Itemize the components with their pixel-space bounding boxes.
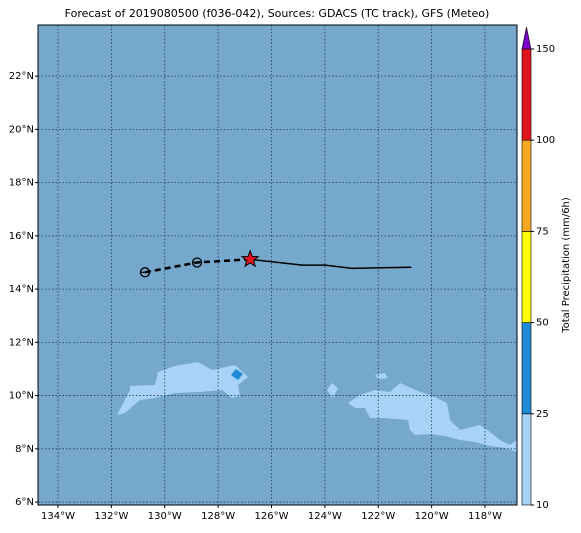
lon-tick-label: 132°W: [94, 511, 128, 522]
colorbar-tick-label: 25: [536, 409, 549, 420]
lon-tick-label: 126°W: [255, 511, 289, 522]
colorbar-bin: [521, 413, 532, 506]
colorbar-tick-label: 150: [536, 44, 555, 55]
precip-area: [375, 373, 388, 379]
lat-tick-label: 16°N: [9, 231, 34, 242]
colorbar-bin: [521, 231, 532, 323]
lon-tick-label: 124°W: [308, 511, 342, 522]
colorbar-tick-label: 75: [536, 226, 549, 237]
precip-area: [117, 362, 248, 415]
colorbar-tick-label: 10: [536, 500, 549, 511]
colorbar-bin: [521, 322, 532, 415]
colorbar-bin: [521, 139, 532, 232]
lon-tick-label: 130°W: [148, 511, 182, 522]
precip-area: [327, 383, 338, 398]
lon-tick-label: 134°W: [41, 511, 75, 522]
lat-tick-label: 18°N: [9, 178, 34, 189]
lon-tick-label: 122°W: [361, 511, 395, 522]
lat-tick-label: 22°N: [9, 71, 34, 82]
lat-tick-label: 12°N: [9, 337, 34, 348]
colorbar-label: Total Precipitation (mm/6h): [561, 197, 572, 334]
lat-tick-label: 8°N: [15, 444, 34, 455]
lon-tick-label: 120°W: [415, 511, 449, 522]
lat-tick-label: 10°N: [9, 391, 34, 402]
precipitation: [117, 362, 517, 452]
colorbar-tick-label: 100: [536, 135, 555, 146]
colorbar-bin: [521, 48, 532, 141]
lat-tick-label: 20°N: [9, 124, 34, 135]
title: Forecast of 2019080500 (f036-042), Sourc…: [65, 7, 490, 20]
current-position: [240, 249, 260, 268]
track-point: [139, 267, 151, 278]
precip-area: [231, 369, 243, 380]
track-point: [191, 257, 203, 268]
lon-tick-label: 118°W: [468, 511, 502, 522]
precip-area: [348, 383, 517, 452]
forecast-track: [250, 258, 412, 270]
lat-tick-label: 14°N: [9, 284, 34, 295]
lat-tick-label: 6°N: [15, 497, 34, 508]
colorbar-tick-label: 50: [536, 318, 549, 329]
map-frame: [37, 24, 518, 506]
lon-tick-label: 128°W: [201, 511, 235, 522]
colorbar-extend: [521, 26, 532, 50]
